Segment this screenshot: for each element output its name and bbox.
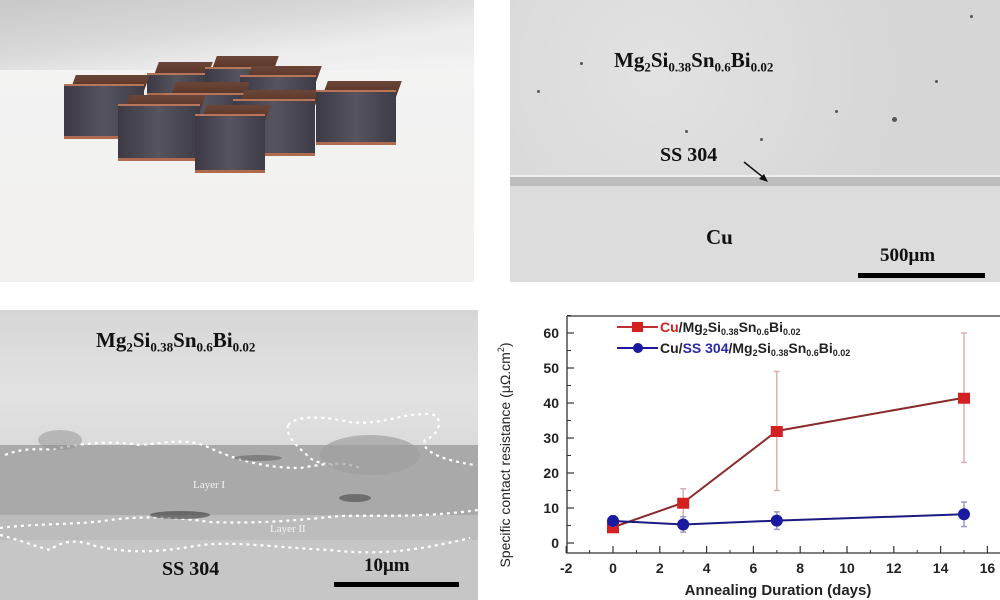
y-tick-label: 60 — [543, 325, 559, 341]
x-tick-label: 2 — [656, 560, 664, 576]
y-tick-label: 50 — [543, 360, 559, 376]
data-point — [958, 392, 970, 404]
scale-bar-label: 10μm — [364, 555, 410, 576]
layer-2-label: Layer II — [270, 523, 306, 535]
y-tick-label: 10 — [543, 500, 559, 516]
copper-label: Cu — [706, 225, 733, 249]
legend-label: Cu/SS 304/Mg2Si0.38Sn0.6Bi0.02 — [660, 340, 850, 358]
data-point — [607, 522, 619, 534]
layer-1-label: Layer I — [193, 479, 226, 491]
chart-legend: Cu/Mg2Si0.38Sn0.6Bi0.02 Cu/SS 304/Mg2Si0.… — [617, 319, 850, 358]
te-leg — [316, 81, 402, 145]
sem-high-mag-panel: Mg2Si0.38Sn0.6Bi0.02 Layer I Layer II SS… — [0, 310, 478, 600]
chart-panel: 0 10 20 30 40 50 60 -2 0 2 4 6 8 10 12 14 16 Cu/Mg2Si0.3… — [480, 305, 1000, 600]
ss304-layer — [510, 175, 1000, 188]
x-tick-label: 16 — [980, 560, 996, 576]
x-tick-label: -2 — [560, 560, 573, 576]
data-point — [770, 514, 783, 527]
ss304-label: SS 304 — [162, 558, 220, 580]
series-cu-direct — [607, 332, 970, 534]
photo-panel — [0, 0, 474, 282]
thermoelectric-region — [0, 310, 478, 450]
layer-boundary-outlines — [0, 412, 478, 554]
series-cu-ss304 — [607, 501, 970, 533]
ss304-region — [0, 540, 478, 600]
chart-series — [607, 332, 970, 534]
scale-bar — [858, 273, 985, 278]
material-label: Mg2Si0.38Sn0.6Bi0.02 — [96, 328, 256, 355]
y-axis-label: Specific contact resistance (μΩ.cm2) — [496, 342, 513, 567]
sem-low-mag-panel: Mg2Si0.38Sn0.6Bi0.02 SS 304 Cu 500μm — [510, 0, 1000, 282]
data-point — [677, 497, 690, 509]
y-tick-label: 0 — [551, 535, 559, 551]
data-point — [770, 426, 783, 437]
x-tick-label: 6 — [750, 560, 758, 576]
x-tick-label: 14 — [933, 560, 949, 576]
scale-bar-label: 500μm — [880, 245, 936, 266]
data-point — [607, 514, 619, 527]
te-leg — [195, 105, 271, 173]
legend-label: Cu/Mg2Si0.38Sn0.6Bi0.02 — [660, 319, 801, 337]
x-tick-label: 12 — [886, 560, 902, 576]
x-tick-label: 8 — [796, 560, 804, 576]
arrow-icon — [743, 161, 768, 182]
thermoelectric-region — [510, 0, 1000, 175]
y-tick-label: 30 — [543, 430, 559, 446]
scale-bar — [334, 582, 459, 587]
y-tick-label: 40 — [543, 395, 559, 411]
x-tick-label: 10 — [839, 560, 855, 576]
ss304-label: SS 304 — [660, 144, 718, 166]
data-point — [677, 518, 690, 531]
x-tick-label: 4 — [703, 560, 711, 576]
y-tick-label: 20 — [543, 465, 559, 481]
data-point — [958, 508, 970, 521]
material-label: Mg2Si0.38Sn0.6Bi0.02 — [614, 48, 774, 75]
te-leg — [118, 95, 206, 161]
copper-region — [510, 186, 1000, 282]
x-tick-label: 0 — [609, 560, 617, 576]
x-axis-label: Annealing Duration (days) — [685, 582, 872, 599]
